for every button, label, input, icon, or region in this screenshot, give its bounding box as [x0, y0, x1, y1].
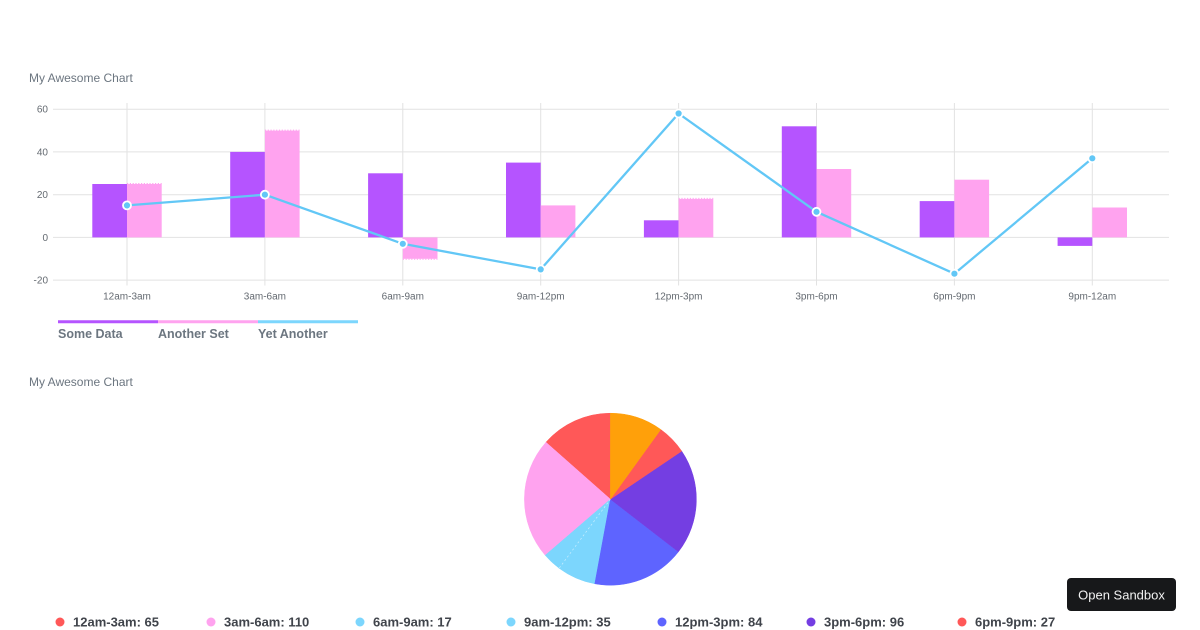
svg-text:12am-3am: 12am-3am [103, 292, 151, 303]
svg-text:6am-9am: 17: 6am-9am: 17 [373, 615, 452, 630]
svg-text:Another Set: Another Set [158, 327, 230, 341]
svg-text:3pm-6pm: 3pm-6pm [795, 292, 837, 303]
svg-text:0: 0 [42, 233, 48, 244]
svg-text:9am-12pm: 35: 9am-12pm: 35 [524, 615, 611, 630]
svg-text:9am-12pm: 9am-12pm [517, 292, 565, 303]
svg-text:3am-6am: 3am-6am [244, 292, 286, 303]
svg-text:9pm-12am: 9pm-12am [1068, 292, 1116, 303]
svg-text:Yet Another: Yet Another [258, 327, 328, 341]
svg-text:6pm-9pm: 27: 6pm-9pm: 27 [975, 615, 1055, 630]
svg-text:3am-6am: 110: 3am-6am: 110 [224, 615, 309, 630]
svg-text:My Awesome Chart: My Awesome Chart [29, 375, 133, 389]
svg-text:3pm-6pm: 96: 3pm-6pm: 96 [824, 615, 904, 630]
svg-text:12pm-3pm: 84: 12pm-3pm: 84 [675, 615, 763, 630]
svg-text:40: 40 [37, 147, 49, 158]
svg-text:60: 60 [37, 105, 49, 116]
svg-text:Open Sandbox: Open Sandbox [1078, 588, 1165, 603]
svg-text:12pm-3pm: 12pm-3pm [655, 292, 703, 303]
svg-text:20: 20 [37, 190, 49, 201]
svg-text:12am-3am: 65: 12am-3am: 65 [73, 615, 159, 630]
svg-text:-20: -20 [34, 276, 49, 287]
svg-text:6am-9am: 6am-9am [382, 292, 424, 303]
svg-text:My Awesome Chart: My Awesome Chart [29, 71, 133, 85]
svg-text:6pm-9pm: 6pm-9pm [933, 292, 975, 303]
svg-text:Some Data: Some Data [58, 327, 124, 341]
